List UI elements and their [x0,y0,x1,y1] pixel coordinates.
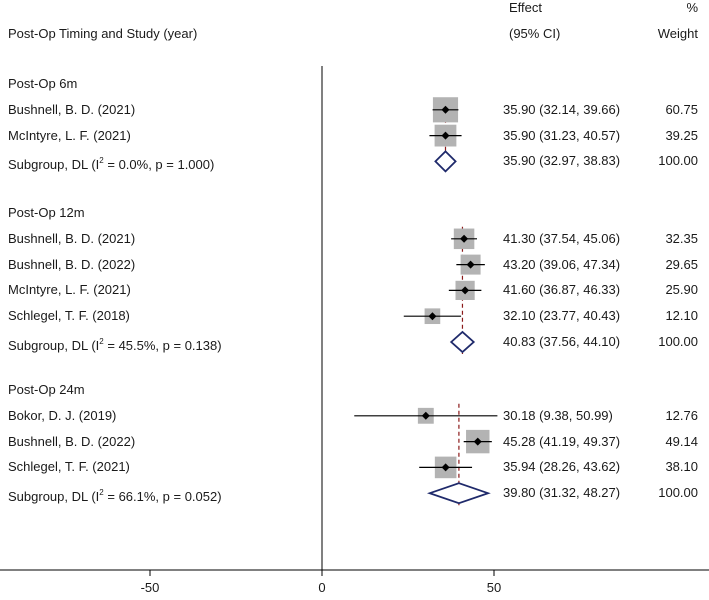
x-tick-label: 50 [486,580,502,595]
subgroup-weight: 100.00 [658,153,698,169]
study-label: McIntyre, L. F. (2021) [8,127,131,143]
i-squared-superscript: 2 [99,156,104,166]
column-header-effect-ci: (95% CI) [509,26,561,41]
subgroup-label-stats: = 66.1%, p = 0.052) [103,489,222,505]
point-estimate [441,131,450,140]
study-weight: 29.65 [665,256,698,272]
subgroup-label: Subgroup, DL (I2 = 0.0%, p = 1.000) [8,153,214,173]
study-weight: 38.10 [665,459,698,475]
point-estimate [461,286,470,295]
study-effect-ci: 35.94 (28.26, 43.62) [503,459,621,475]
column-header-study: Post-Op Timing and Study (year) [8,26,198,41]
study-effect-ci: 45.28 (41.19, 49.37) [503,433,621,449]
study-effect-ci: 32.10 (23.77, 40.43) [503,308,621,324]
point-estimate [428,312,437,321]
study-effect-ci: 43.20 (39.06, 47.34) [503,256,621,272]
study-effect-ci: 41.30 (37.54, 45.06) [503,230,621,246]
subgroup-diamond [449,330,476,354]
point-estimate [441,105,450,114]
point-estimate [460,234,469,243]
point-estimate [441,463,450,472]
study-effect-ci: 35.90 (32.14, 39.66) [503,101,621,117]
column-header-weight: Weight [657,26,698,41]
study-weight: 60.75 [665,101,698,117]
subgroup-diamond [434,150,457,173]
subgroup-label-stats: = 0.0%, p = 1.000) [103,157,215,173]
study-effect-ci: 41.60 (36.87, 46.33) [503,282,621,298]
study-label: Bokor, D. J. (2019) [8,407,117,423]
x-tick-label: 0 [318,580,326,595]
study-label: Bushnell, B. D. (2021) [8,230,136,246]
subgroup-effect-ci: 40.83 (37.56, 44.10) [503,334,621,349]
i-squared-superscript: 2 [99,488,104,498]
point-estimate [466,260,475,269]
subgroup-label-stats: = 45.5%, p = 0.138) [103,338,222,353]
subgroup-label-text: Subgroup, DL (I [8,489,100,505]
study-weight: 32.35 [665,230,698,246]
subgroup-label-text: Subgroup, DL (I [8,338,100,353]
study-weight: 12.76 [665,407,698,423]
point-estimate [421,411,430,420]
point-estimate [473,437,482,446]
study-weight: 12.10 [665,308,698,324]
subgroup-label-text: Subgroup, DL (I [8,157,100,173]
column-header-effect: Effect [509,0,543,15]
study-weight: 25.90 [665,282,698,298]
group-title: Post-Op 6m [8,76,78,91]
subgroup-weight: 100.00 [658,485,698,501]
study-label: Bushnell, B. D. (2022) [8,256,136,272]
column-header-weight-pct: % [686,0,698,15]
subgroup-weight: 100.00 [658,334,698,349]
study-effect-ci: 35.90 (31.23, 40.57) [503,127,621,143]
group-title: Post-Op 24m [8,382,85,397]
study-label: Schlegel, T. F. (2018) [8,308,130,324]
study-label: Schlegel, T. F. (2021) [8,459,130,475]
study-weight: 49.14 [665,433,698,449]
i-squared-superscript: 2 [99,337,104,346]
study-weight: 39.25 [665,127,698,143]
group-title: Post-Op 12m [8,205,85,220]
subgroup-diamond [426,482,491,505]
subgroup-label: Subgroup, DL (I2 = 45.5%, p = 0.138) [8,334,222,354]
study-label: Bushnell, B. D. (2021) [8,101,136,117]
study-label: Bushnell, B. D. (2022) [8,433,136,449]
study-label: McIntyre, L. F. (2021) [8,282,131,298]
subgroup-label: Subgroup, DL (I2 = 66.1%, p = 0.052) [8,485,222,505]
study-effect-ci: 30.18 (9.38, 50.99) [503,407,613,423]
subgroup-effect-ci: 35.90 (32.97, 38.83) [503,153,621,169]
subgroup-effect-ci: 39.80 (31.32, 48.27) [503,485,621,501]
x-tick-label: -50 [140,580,160,595]
